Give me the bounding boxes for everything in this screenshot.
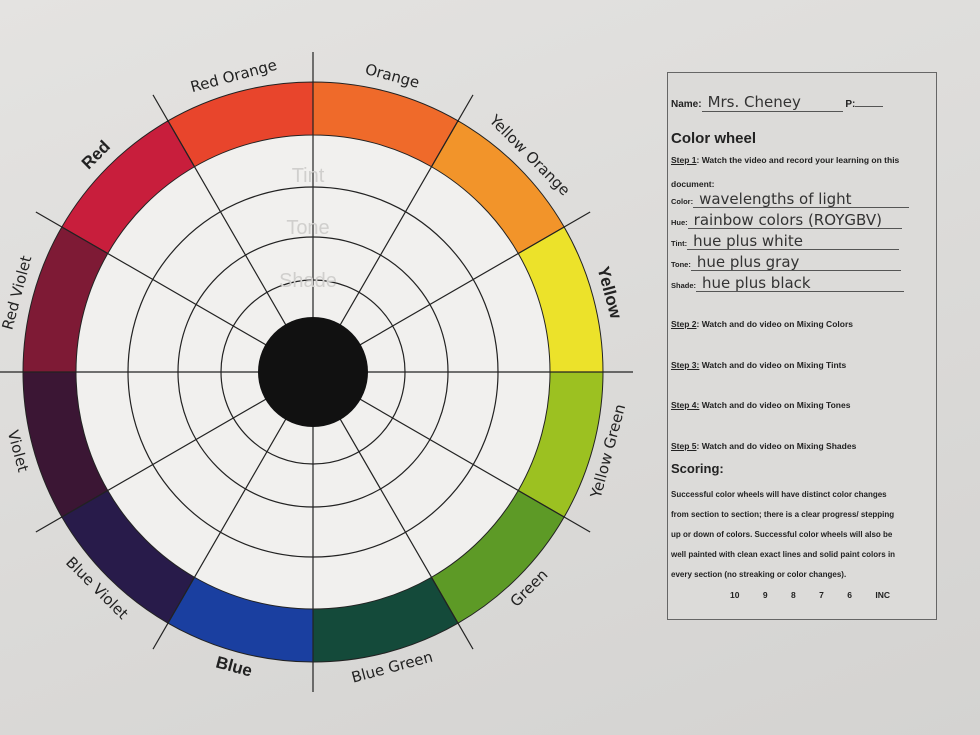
name-row: Name: Mrs. Cheney P: (671, 93, 884, 112)
field-row: Shade: hue plus black (671, 275, 905, 292)
instructions-panel: Name: Mrs. Cheney P: Color wheel Step 1: … (667, 72, 937, 620)
step-row: Step 3: Watch and do video on Mixing Tin… (671, 360, 846, 370)
scoring-line: every section (no streaking or color cha… (671, 570, 847, 579)
ring-label: Tone (286, 217, 329, 239)
score-option: 6 (847, 590, 852, 600)
score-option: 9 (762, 590, 768, 600)
step-text: : Watch and do video on Mixing Shades (696, 440, 857, 451)
scoring-line: from section to section; there is a clea… (671, 510, 895, 519)
field-row: Tone: hue plus gray (671, 254, 901, 271)
segment-label: Yellow (594, 265, 626, 322)
segment-label: Orange (363, 60, 421, 92)
field-row: Color: wavelengths of light (671, 191, 910, 208)
step-row: Step 2: Watch and do video on Mixing Col… (671, 319, 853, 329)
step-text: Watch and do video on Mixing Tones (699, 400, 851, 410)
step-label: Step 3: (671, 359, 700, 370)
score-option: 8 (790, 590, 796, 600)
field-row: Hue: rainbow colors (ROYGBV) (671, 212, 902, 229)
field-value: wavelengths of light (693, 191, 910, 208)
scoring-title: Scoring: (671, 461, 724, 476)
field-label: Tone: (671, 260, 691, 269)
scoring-line: up or down of colors. Successful color w… (671, 530, 893, 539)
step-row: Step 5: Watch and do video on Mixing Sha… (671, 441, 856, 451)
field-value: hue plus white (687, 233, 900, 250)
step1-text2: document: (671, 179, 715, 189)
period-label: P: (845, 99, 856, 110)
scoring-line: Successful color wheels will have distin… (671, 490, 887, 499)
period-value (855, 106, 884, 107)
score-option: 10 (730, 590, 740, 600)
step-row: Step 4: Watch and do video on Mixing Ton… (671, 400, 850, 410)
step-text: : Watch and do video on Mixing Colors (696, 319, 853, 329)
field-label: Tint: (671, 239, 688, 248)
scoring-line: well painted with clean exact lines and … (671, 550, 896, 559)
score-option: INC (875, 590, 890, 600)
segment-label: Blue (214, 653, 255, 681)
step-label: Step 5 (671, 440, 697, 451)
name-label: Name: (671, 99, 702, 110)
step1-label: Step 1 (671, 155, 697, 165)
ring-label: Tint (292, 165, 325, 187)
field-label: Hue: (671, 218, 688, 227)
segment-label: Violet (4, 428, 32, 474)
field-row: Tint: hue plus white (671, 233, 900, 250)
worksheet-title: Color wheel (671, 130, 757, 147)
score-option: 7 (819, 590, 824, 600)
field-label: Shade: (671, 281, 697, 290)
step-text: Watch and do video on Mixing Tints (699, 359, 847, 370)
step1-text: : Watch the video and record your learni… (696, 155, 900, 165)
field-value: hue plus black (696, 275, 905, 292)
field-value: hue plus gray (690, 254, 901, 271)
name-value: Mrs. Cheney (701, 93, 843, 112)
wheel-center (258, 317, 368, 427)
step-label: Step 4: (671, 400, 700, 410)
field-value: rainbow colors (ROYGBV) (687, 212, 902, 229)
ring-label: Shade (279, 270, 337, 292)
field-label: Color: (671, 197, 694, 206)
step-label: Step 2 (671, 319, 697, 329)
